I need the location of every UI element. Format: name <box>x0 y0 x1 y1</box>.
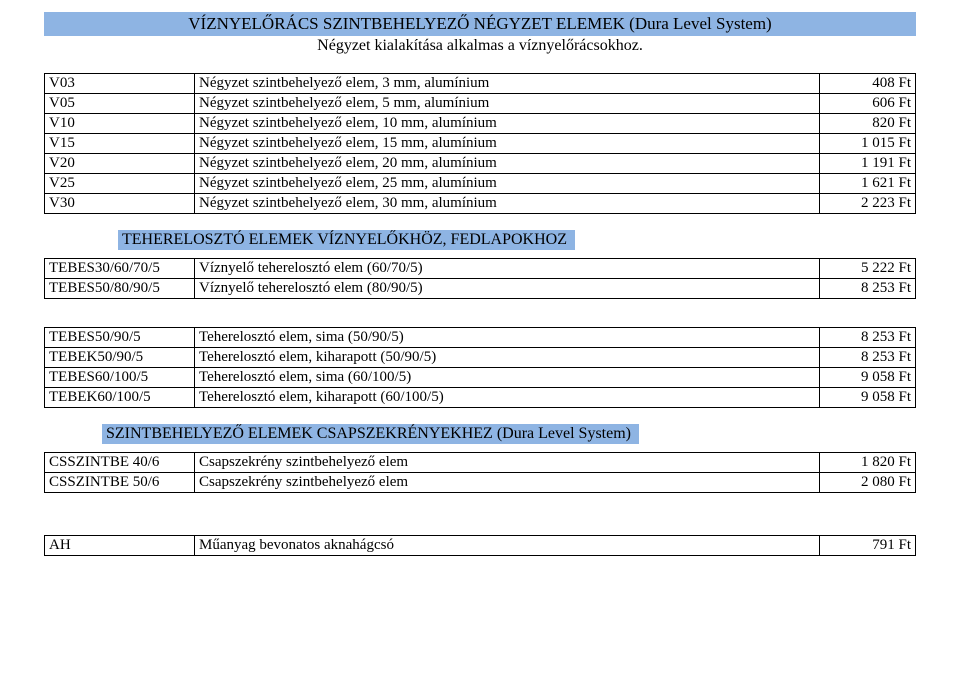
section-csapszekreny: SZINTBEHELYEZŐ ELEMEK CSAPSZEKRÉNYEKHEZ … <box>44 424 916 444</box>
cell-code: V30 <box>45 194 195 214</box>
table-row: V10Négyzet szintbehelyező elem, 10 mm, a… <box>45 114 916 134</box>
cell-desc: Négyzet szintbehelyező elem, 30 mm, alum… <box>195 194 820 214</box>
cell-code: V05 <box>45 94 195 114</box>
section-teheroszto: TEHERELOSZTÓ ELEMEK VÍZNYELŐKHÖZ, FEDLAP… <box>44 230 916 250</box>
cell-desc: Víznyelő teherelosztó elem (60/70/5) <box>195 259 820 279</box>
cell-code: TEBEK60/100/5 <box>45 388 195 408</box>
cell-desc: Csapszekrény szintbehelyező elem <box>195 473 820 493</box>
cell-price: 5 222 Ft <box>820 259 916 279</box>
cell-price: 606 Ft <box>820 94 916 114</box>
cell-code: TEBES60/100/5 <box>45 368 195 388</box>
table-row: CSSZINTBE 40/6Csapszekrény szintbehelyez… <box>45 453 916 473</box>
cell-code: TEBEK50/90/5 <box>45 348 195 368</box>
table-row: TEBEK60/100/5Teherelosztó elem, kiharapo… <box>45 388 916 408</box>
cell-price: 1 621 Ft <box>820 174 916 194</box>
cell-code: AH <box>45 536 195 556</box>
page-title: VÍZNYELŐRÁCS SZINTBEHELYEZŐ NÉGYZET ELEM… <box>188 14 771 33</box>
cell-desc: Csapszekrény szintbehelyező elem <box>195 453 820 473</box>
cell-desc: Négyzet szintbehelyező elem, 20 mm, alum… <box>195 154 820 174</box>
table-row: V30Négyzet szintbehelyező elem, 30 mm, a… <box>45 194 916 214</box>
cell-price: 820 Ft <box>820 114 916 134</box>
cell-desc: Teherelosztó elem, sima (60/100/5) <box>195 368 820 388</box>
cell-desc: Négyzet szintbehelyező elem, 3 mm, alumí… <box>195 74 820 94</box>
cell-code: V20 <box>45 154 195 174</box>
cell-code: TEBES30/60/70/5 <box>45 259 195 279</box>
cell-desc: Négyzet szintbehelyező elem, 10 mm, alum… <box>195 114 820 134</box>
cell-code: TEBES50/90/5 <box>45 328 195 348</box>
table-tebes-a: TEBES30/60/70/5Víznyelő teherelosztó ele… <box>44 258 916 299</box>
cell-price: 2 080 Ft <box>820 473 916 493</box>
cell-price: 408 Ft <box>820 74 916 94</box>
cell-code: CSSZINTBE 40/6 <box>45 453 195 473</box>
table-csszintbe: CSSZINTBE 40/6Csapszekrény szintbehelyez… <box>44 452 916 493</box>
cell-code: CSSZINTBE 50/6 <box>45 473 195 493</box>
cell-price: 1 015 Ft <box>820 134 916 154</box>
cell-price: 1 820 Ft <box>820 453 916 473</box>
cell-price: 9 058 Ft <box>820 388 916 408</box>
cell-code: V25 <box>45 174 195 194</box>
table-row: TEBES30/60/70/5Víznyelő teherelosztó ele… <box>45 259 916 279</box>
cell-code: V10 <box>45 114 195 134</box>
table-row: V03Négyzet szintbehelyező elem, 3 mm, al… <box>45 74 916 94</box>
table-ah: AHMűanyag bevonatos aknahágcsó791 Ft <box>44 535 916 556</box>
cell-desc: Négyzet szintbehelyező elem, 5 mm, alumí… <box>195 94 820 114</box>
cell-price: 2 223 Ft <box>820 194 916 214</box>
cell-price: 8 253 Ft <box>820 328 916 348</box>
cell-price: 9 058 Ft <box>820 368 916 388</box>
page-title-bar: VÍZNYELŐRÁCS SZINTBEHELYEZŐ NÉGYZET ELEM… <box>44 12 916 36</box>
cell-code: V15 <box>45 134 195 154</box>
table-row: TEBES60/100/5Teherelosztó elem, sima (60… <box>45 368 916 388</box>
cell-code: TEBES50/80/90/5 <box>45 279 195 299</box>
table-row: V15Négyzet szintbehelyező elem, 15 mm, a… <box>45 134 916 154</box>
cell-code: V03 <box>45 74 195 94</box>
cell-desc: Teherelosztó elem, kiharapott (50/90/5) <box>195 348 820 368</box>
cell-desc: Víznyelő teherelosztó elem (80/90/5) <box>195 279 820 299</box>
cell-desc: Négyzet szintbehelyező elem, 25 mm, alum… <box>195 174 820 194</box>
table-row: TEBES50/90/5Teherelosztó elem, sima (50/… <box>45 328 916 348</box>
table-row: TEBEK50/90/5Teherelosztó elem, kiharapot… <box>45 348 916 368</box>
table-row: CSSZINTBE 50/6Csapszekrény szintbehelyez… <box>45 473 916 493</box>
table-tebes-b: TEBES50/90/5Teherelosztó elem, sima (50/… <box>44 327 916 408</box>
cell-price: 8 253 Ft <box>820 279 916 299</box>
page-subtitle: Négyzet kialakítása alkalmas a víznyelőr… <box>44 36 916 59</box>
cell-desc: Teherelosztó elem, sima (50/90/5) <box>195 328 820 348</box>
cell-desc: Műanyag bevonatos aknahágcsó <box>195 536 820 556</box>
cell-price: 791 Ft <box>820 536 916 556</box>
cell-price: 1 191 Ft <box>820 154 916 174</box>
table-row: V20Négyzet szintbehelyező elem, 20 mm, a… <box>45 154 916 174</box>
table-row: V05Négyzet szintbehelyező elem, 5 mm, al… <box>45 94 916 114</box>
table-v-elements: V03Négyzet szintbehelyező elem, 3 mm, al… <box>44 73 916 214</box>
table-row: AHMűanyag bevonatos aknahágcsó791 Ft <box>45 536 916 556</box>
table-row: V25Négyzet szintbehelyező elem, 25 mm, a… <box>45 174 916 194</box>
cell-desc: Teherelosztó elem, kiharapott (60/100/5) <box>195 388 820 408</box>
cell-price: 8 253 Ft <box>820 348 916 368</box>
cell-desc: Négyzet szintbehelyező elem, 15 mm, alum… <box>195 134 820 154</box>
table-row: TEBES50/80/90/5Víznyelő teherelosztó ele… <box>45 279 916 299</box>
